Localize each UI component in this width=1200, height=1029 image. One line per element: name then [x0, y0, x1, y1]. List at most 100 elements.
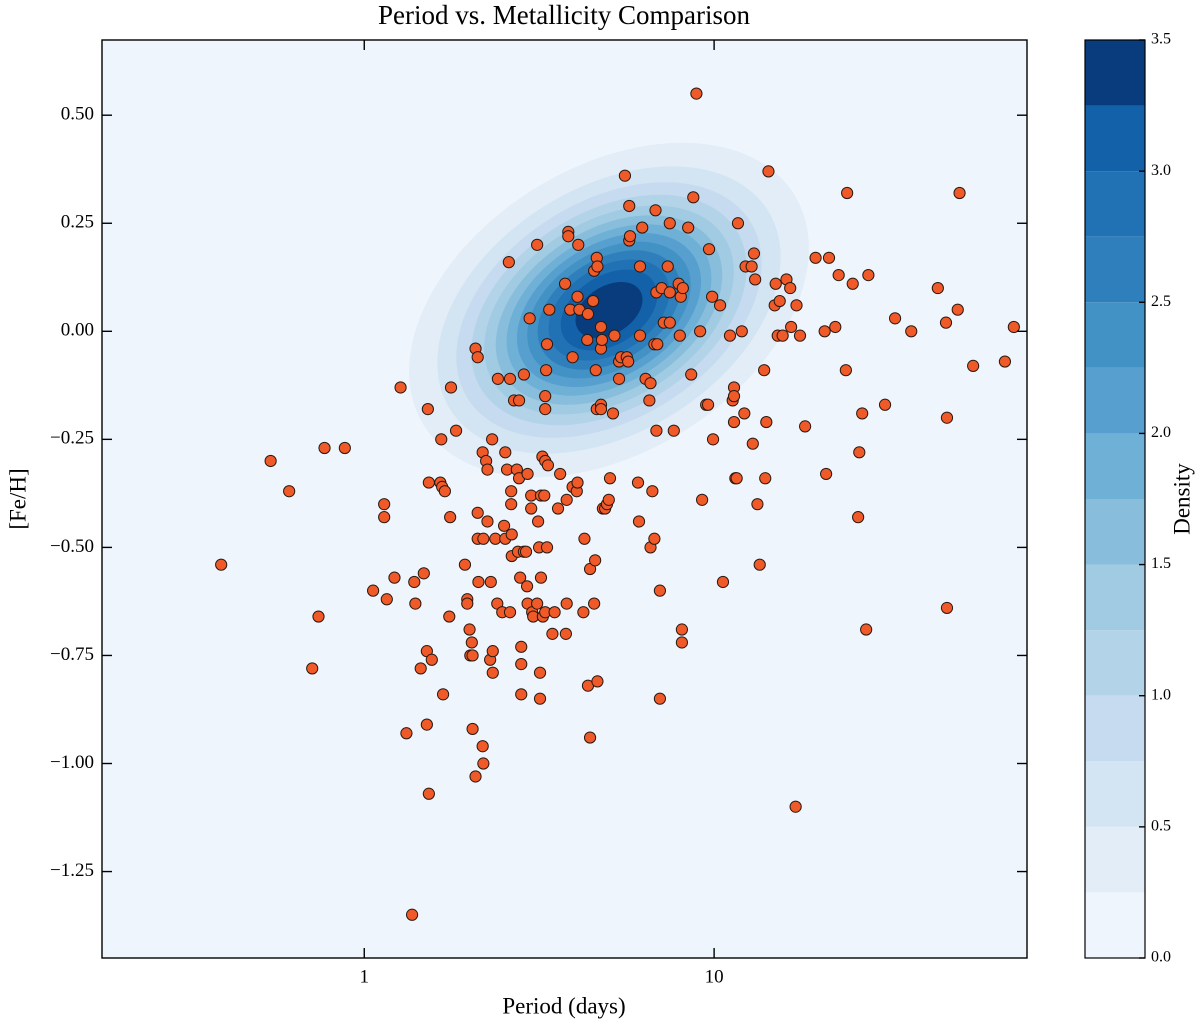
data-point: [818, 325, 831, 338]
data-point: [505, 528, 518, 541]
data-point: [505, 485, 518, 498]
data-point: [747, 247, 761, 260]
data-point: [784, 281, 797, 295]
colorbar-label: Density: [1169, 463, 1194, 535]
y-tick-label: −1.00: [50, 752, 94, 773]
data-point: [318, 441, 331, 455]
data-point: [856, 407, 869, 420]
data-point: [551, 502, 565, 515]
data-point: [931, 281, 944, 295]
data-point: [633, 329, 647, 342]
data-point: [646, 485, 659, 498]
data-point: [581, 307, 595, 321]
data-point: [515, 688, 528, 701]
data-point: [477, 532, 490, 545]
data-point: [421, 403, 434, 416]
data-point: [469, 770, 482, 783]
data-point: [578, 532, 591, 545]
data-point: [636, 221, 649, 234]
data-point: [661, 260, 674, 273]
colorbar-band: [1085, 499, 1145, 565]
data-point: [443, 610, 456, 623]
data-point: [476, 740, 489, 753]
data-point: [380, 593, 393, 606]
colorbar-tick-label: 1.0: [1151, 686, 1171, 703]
data-point: [701, 398, 715, 411]
data-point: [517, 368, 531, 381]
data-point: [515, 640, 528, 653]
data-point: [633, 260, 647, 273]
data-point: [673, 329, 686, 342]
data-point: [422, 476, 435, 489]
colorbar-tick-label: 2.5: [1151, 293, 1171, 310]
data-point: [577, 606, 590, 619]
data-point: [753, 558, 766, 571]
colorbar-band: [1085, 630, 1145, 696]
data-point: [588, 597, 601, 610]
colorbar-band: [1085, 892, 1145, 958]
data-point: [520, 580, 534, 593]
data-point: [760, 415, 773, 429]
data-point: [560, 493, 573, 506]
data-point: [706, 290, 719, 303]
data-point: [566, 351, 579, 364]
data-point: [481, 463, 494, 476]
data-point: [967, 359, 980, 372]
data-point: [540, 541, 554, 554]
data-point: [540, 338, 554, 351]
data-point: [594, 403, 608, 416]
colorbar-tick-label: 2.0: [1151, 424, 1171, 441]
data-point: [591, 675, 604, 688]
colorbar-band: [1085, 564, 1145, 631]
data-point: [499, 446, 512, 459]
data-point: [491, 372, 505, 385]
data-point: [444, 511, 457, 524]
data-point: [735, 325, 748, 338]
data-point: [623, 230, 637, 243]
data-point: [540, 364, 553, 377]
data-point: [497, 519, 511, 532]
data-point: [841, 186, 854, 200]
data-point: [533, 666, 547, 679]
data-point: [762, 165, 775, 178]
colorbar-band: [1085, 433, 1145, 499]
y-tick-label: −0.75: [50, 644, 94, 665]
data-point: [685, 368, 698, 381]
data-point: [502, 256, 515, 269]
x-tick-label: 1: [359, 966, 369, 987]
data-point: [998, 355, 1012, 368]
plot-frame: [101, 39, 1028, 959]
data-point: [675, 636, 689, 649]
data-point: [558, 277, 572, 290]
data-point: [694, 325, 707, 338]
data-point: [951, 303, 964, 316]
data-point: [706, 433, 720, 446]
data-point: [409, 597, 422, 610]
data-point: [612, 372, 626, 385]
data-point: [773, 294, 786, 308]
data-point: [822, 251, 836, 264]
data-point: [554, 467, 567, 481]
data-point: [560, 597, 573, 610]
data-point: [534, 571, 548, 584]
data-point: [603, 472, 617, 485]
data-point: [663, 217, 676, 230]
data-point: [758, 364, 771, 377]
data-point: [283, 485, 296, 498]
data-point: [749, 273, 762, 286]
data-point: [939, 316, 953, 329]
data-point: [723, 329, 737, 342]
data-point: [422, 787, 435, 800]
colorbar-tick-label: 0.5: [1151, 818, 1171, 835]
data-point: [417, 567, 430, 580]
data-point: [405, 908, 419, 921]
data-point: [531, 597, 544, 610]
data-point: [696, 493, 709, 506]
data-point: [663, 286, 676, 299]
data-point: [533, 692, 547, 705]
axes: 0.50 0.25 0.00 −0.25 −0.50 −0.75 −1.00 −1.25 1 10…: [50, 31, 1171, 988]
data-point: [651, 338, 664, 351]
data-point: [648, 532, 661, 545]
data-point: [853, 446, 866, 459]
data-point: [215, 558, 228, 571]
